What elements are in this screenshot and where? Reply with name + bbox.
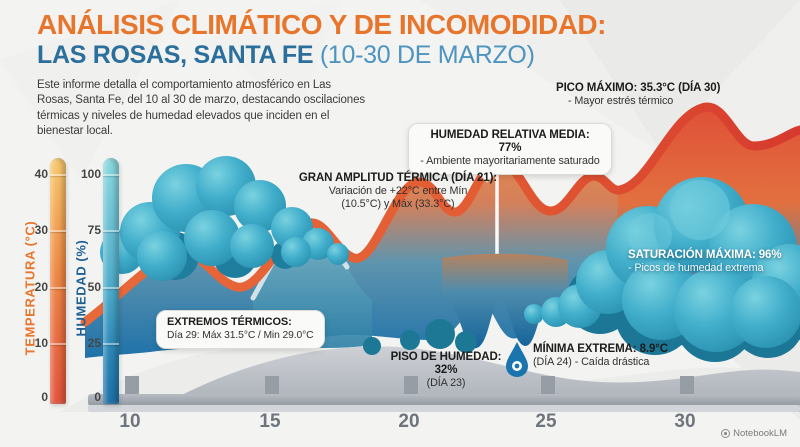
temp-tick-10: 10 <box>34 336 48 350</box>
callout-line3: (10.5°C) y Máx (33.3°C) <box>341 198 455 210</box>
hum-tick-50: 50 <box>87 280 101 294</box>
humidity-wave <box>363 253 568 355</box>
temperature-axis-bar <box>50 158 66 404</box>
water-drop-icon <box>506 342 528 377</box>
hum-tick-25: 25 <box>87 336 101 350</box>
axis-tick-mark <box>103 287 119 289</box>
callout-title: PICO MÁXIMO: 35.3°C (DÍA 30) <box>556 82 721 94</box>
axis-tick-mark <box>50 343 66 345</box>
axis-tick-mark <box>50 230 66 232</box>
temp-tick-0: 0 <box>41 390 48 404</box>
subtitle-location: LAS ROSAS, SANTA FE <box>37 40 314 69</box>
x-label-day-25: 25 <box>535 411 557 432</box>
axis-tick-mark <box>103 230 119 232</box>
hum-tick-100: 100 <box>80 167 101 181</box>
x-label-day-20: 20 <box>398 411 420 432</box>
callout-title: MÍNIMA EXTREMA: 8.9°C <box>533 343 668 355</box>
callout-line2: Variación de +22°C entre Mín <box>328 185 468 197</box>
callout-minima-extrema: MÍNIMA EXTREMA: 8.9°C (DÍA 24) - Caída d… <box>533 343 668 369</box>
notebooklm-logo-icon <box>721 429 731 438</box>
hum-tick-75: 75 <box>87 223 101 237</box>
page-subtitle: LAS ROSAS, SANTA FE (10-30 DE MARZO) <box>37 40 606 70</box>
axis-tick-mark <box>103 174 119 176</box>
callout-title: SATURACIÓN MÁXIMA: 96% <box>628 249 782 261</box>
callout-subtitle: - Ambiente mayoritariamente saturado <box>420 155 600 167</box>
callout-subtitle: (DÍA 24) - Caída drástica <box>533 356 650 368</box>
hum-tick-0: 0 <box>94 390 101 404</box>
temp-tick-20: 20 <box>34 280 48 294</box>
callout-subtitle: - Picos de humedad extrema <box>628 262 764 274</box>
header: ANÁLISIS CLIMÁTICO Y DE INCOMODIDAD: LAS… <box>37 9 606 139</box>
subtitle-daterange: (10-30 DE MARZO) <box>313 40 535 69</box>
intro-paragraph: Este informe detalla el comportamiento a… <box>37 79 366 137</box>
callout-subtitle: (DÍA 23) <box>426 377 466 389</box>
callout-humedad-media: HUMEDAD RELATIVA MEDIA: 77% - Ambiente m… <box>408 123 612 175</box>
callout-title: PISO DE HUMEDAD: 32% <box>390 351 502 376</box>
temp-tick-40: 40 <box>34 167 48 181</box>
callout-subtitle: Día 29: Máx 31.5°C / Min 29.0°C <box>167 330 314 341</box>
axis-tick-mark <box>50 287 66 289</box>
callout-title: EXTREMOS TÉRMICOS: <box>167 316 292 328</box>
callout-title: GRAN AMPLITUD TÉRMICA (DÍA 21): <box>298 172 498 184</box>
cloud-left <box>100 156 349 281</box>
callout-title: HUMEDAD RELATIVA MEDIA: 77% <box>430 129 590 154</box>
watermark-label: NotebookLM <box>733 428 787 439</box>
axis-tick-mark <box>50 174 66 176</box>
callout-extremos-termicos: EXTREMOS TÉRMICOS: Día 29: Máx 31.5°C / … <box>156 310 325 349</box>
x-label-day-30: 30 <box>674 411 696 432</box>
cloud-right <box>524 177 800 362</box>
callout-subtitle: - Mayor estrés térmico <box>568 95 674 107</box>
x-label-day-15: 15 <box>259 411 281 432</box>
temp-tick-30: 30 <box>34 223 48 237</box>
callout-pico-maximo: PICO MÁXIMO: 35.3°C (DÍA 30) - Mayor est… <box>556 82 720 108</box>
baseline-platform <box>88 376 800 412</box>
humidity-axis-bar <box>103 158 119 404</box>
callout-piso-humedad: PISO DE HUMEDAD: 32% (DÍA 23) <box>386 351 506 390</box>
watermark: NotebookLM <box>721 428 787 439</box>
callout-gran-amplitud: GRAN AMPLITUD TÉRMICA (DÍA 21): Variació… <box>292 172 504 211</box>
page-title: ANÁLISIS CLIMÁTICO Y DE INCOMODIDAD: <box>37 9 606 40</box>
x-label-day-10: 10 <box>119 411 141 432</box>
axis-tick-mark <box>103 343 119 345</box>
callout-saturacion-maxima: SATURACIÓN MÁXIMA: 96% - Picos de humeda… <box>628 249 782 275</box>
